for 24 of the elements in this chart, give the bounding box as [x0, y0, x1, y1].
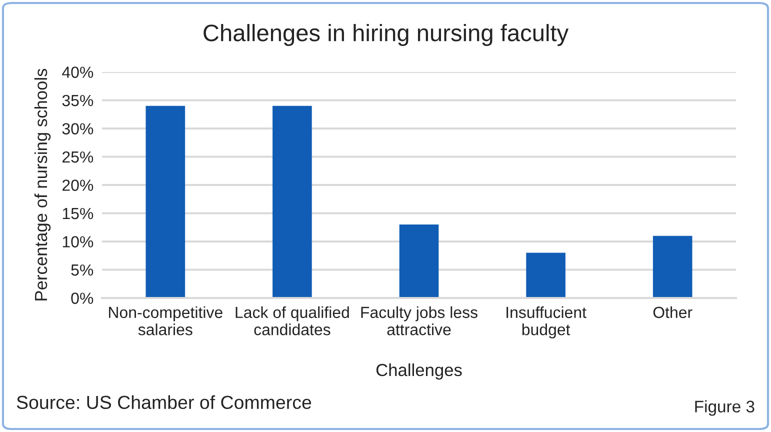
y-axis-title: Percentage of nursing schools	[34, 68, 51, 300]
x-tick-label: Non-competitive salaries	[109, 306, 222, 336]
x-axis-title: Challenges	[376, 363, 462, 380]
y-tick-label: 5%	[71, 264, 94, 276]
y-tick-label: 15%	[62, 208, 94, 220]
bar	[526, 252, 566, 298]
y-tick-label: 30%	[62, 123, 94, 134]
bar	[652, 236, 692, 298]
chart-title: Challenges in hiring nursing faculty	[204, 24, 569, 46]
x-tick-label: Insuffucient budget	[506, 306, 586, 338]
y-tick-label: 20%	[62, 180, 94, 191]
y-tick-label: 35%	[62, 94, 94, 106]
y-tick-label: 25%	[62, 151, 94, 163]
x-tick-label: Faculty jobs less attractive	[361, 306, 478, 336]
y-tick-label: 10%	[62, 236, 94, 248]
caption: Figure 3	[695, 400, 754, 416]
x-tick-label: Lack of qualified candidates	[236, 306, 349, 336]
bar	[146, 106, 186, 298]
bar	[272, 106, 312, 298]
source-note: Source: US Chamber of Commerce	[16, 395, 312, 410]
bar	[399, 224, 439, 298]
y-tick-label: 0%	[71, 292, 94, 304]
y-tick-label: 40%	[62, 66, 94, 78]
x-tick-label: Other	[653, 306, 692, 318]
